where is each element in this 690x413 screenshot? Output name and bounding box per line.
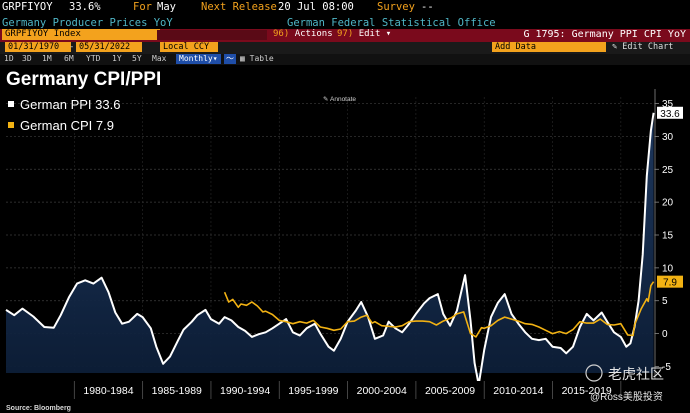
ppi-end-label: 33.6 xyxy=(660,109,680,120)
edit-number: 97) xyxy=(337,29,354,39)
ppi-series-line xyxy=(5,112,655,386)
add-data-field[interactable]: Add Data xyxy=(492,42,606,52)
cpi-end-label-box xyxy=(657,275,683,288)
ppi-end-label-box xyxy=(657,106,683,119)
period-prefix: For xyxy=(133,1,152,13)
x-tick-label: 2005-2009 xyxy=(425,385,475,397)
y-tick-label: 30 xyxy=(662,132,674,143)
range-6m[interactable]: 6M xyxy=(64,54,74,63)
x-tick-label: 2010-2014 xyxy=(493,385,543,397)
actions-number: 96) xyxy=(273,29,290,39)
survey-value: -- xyxy=(421,1,434,13)
header-description-line: Germany Producer Prices YoY German Feder… xyxy=(0,16,690,30)
last-value: 33.6% xyxy=(69,1,101,13)
annotate-label: Annotate xyxy=(330,96,356,103)
line-chart-icon[interactable]: 〜 xyxy=(224,54,236,64)
survey-label: Survey xyxy=(377,1,415,13)
y-axis: -5 0 5 10 15 20 25 30 35 xyxy=(654,89,674,379)
security-description: Germany Producer Prices YoY xyxy=(2,17,173,29)
y-tick-label: 0 xyxy=(662,329,668,340)
edit-menu-button[interactable]: 97) Edit ▾ xyxy=(334,29,395,40)
x-axis-band xyxy=(0,381,690,399)
period-value: May xyxy=(157,1,176,13)
legend-swatch-ppi xyxy=(8,101,14,107)
chevron-down-icon: ▾ xyxy=(385,29,392,39)
y-tick-label: -5 xyxy=(662,362,671,373)
x-tick-label: 1990-1994 xyxy=(220,385,270,397)
end-value-labels: 33.6 7.9 xyxy=(657,106,683,289)
command-bar: GRPFIYOY Index 96) Actions ▾ 97) Edit ▾ … xyxy=(0,29,690,42)
edit-label: Edit xyxy=(358,29,381,39)
next-release-label: Next Release xyxy=(201,1,277,13)
range-bar: 1D 3D 1M 6M YTD 1Y 5Y Max Monthly▾ 〜 ▦ T… xyxy=(0,54,690,65)
y-tick-label: 5 xyxy=(662,296,668,307)
range-1y[interactable]: 1Y xyxy=(112,54,122,63)
range-5y[interactable]: 5Y xyxy=(132,54,142,63)
currency-select[interactable]: Local CCY xyxy=(160,42,218,52)
cpi-series-line xyxy=(223,281,655,338)
y-tick-label: 20 xyxy=(662,198,674,209)
pencil-icon: ✎ xyxy=(612,42,618,52)
legend-entry-ppi: German PPI 33.6 xyxy=(20,97,120,112)
actions-label: Actions xyxy=(294,29,333,39)
chart-panel: Germany CPI/PPI ✎ Annotate -505101520253… xyxy=(0,65,690,413)
range-1m[interactable]: 1M xyxy=(42,54,52,63)
annotate-button[interactable]: ✎ Annotate xyxy=(323,96,356,103)
y-tick-label: 25 xyxy=(662,165,674,176)
range-3d[interactable]: 3D xyxy=(22,54,32,63)
watermark-handle: @Ross美股投资 xyxy=(590,390,663,403)
legend-swatch-cpi xyxy=(8,122,14,128)
y-tick-label: 15 xyxy=(662,231,674,242)
range-ytd[interactable]: YTD xyxy=(86,54,101,63)
pencil-icon: ✎ xyxy=(323,96,328,103)
x-tick-label: 1995-1999 xyxy=(288,385,338,397)
y-tick-label: 35 xyxy=(662,99,674,110)
start-date-field[interactable]: 01/31/1970 xyxy=(5,42,71,52)
legend-entry-cpi: German CPI 7.9 xyxy=(20,118,114,133)
x-tick-label: 2000-2004 xyxy=(357,385,407,397)
series-lines xyxy=(5,112,655,386)
cpi-end-label: 7.9 xyxy=(663,278,677,289)
command-input[interactable] xyxy=(157,30,267,40)
ticker[interactable]: GRPFIYOY xyxy=(2,1,53,13)
watermark-text: 老虎社区 xyxy=(608,366,664,382)
next-release-value: 20 Jul 08:00 xyxy=(278,1,354,13)
table-icon: ▦ xyxy=(240,54,245,63)
frequency-label: Monthly xyxy=(179,54,213,63)
security-field[interactable]: GRPFIYOY Index xyxy=(2,29,160,40)
x-tick-label: 2015-2019 xyxy=(562,385,612,397)
x-axis: 1980-1984 1985-1989 1990-1994 1995-1999 2000… xyxy=(0,381,690,399)
table-label: Table xyxy=(249,54,274,63)
chevron-down-icon: ▾ xyxy=(212,54,218,63)
source-note: Source: Bloomberg xyxy=(6,405,71,412)
data-source: German Federal Statistical Office xyxy=(287,17,496,29)
legend: German PPI 33.6 German CPI 7.9 xyxy=(8,97,120,133)
table-toggle[interactable]: ▦ Table xyxy=(240,54,274,63)
date-bar: 01/31/1970 - 05/31/2022 Local CCY Add Da… xyxy=(0,42,690,54)
header-quote-line: GRPFIYOY 33.6% For May Next Release 20 J… xyxy=(0,0,690,16)
range-1d[interactable]: 1D xyxy=(4,54,14,63)
chart-title: Germany CPI/PPI xyxy=(6,69,161,90)
function-title: G 1795: Germany PPI CPI YoY xyxy=(523,29,686,40)
frequency-select[interactable]: Monthly▾ xyxy=(176,54,221,64)
edit-chart-button[interactable]: ✎ Edit Chart xyxy=(612,42,673,52)
range-max[interactable]: Max xyxy=(152,54,167,63)
end-date-field[interactable]: 05/31/2022 xyxy=(76,42,142,52)
x-tick-label: 1985-1989 xyxy=(152,385,202,397)
x-tick-label: 1980-1984 xyxy=(83,385,133,397)
edit-chart-label: Edit Chart xyxy=(622,42,674,52)
y-tick-label: 10 xyxy=(662,263,674,274)
watermark: 老虎社区 @Ross美股投资 xyxy=(585,364,664,403)
tiger-logo-icon xyxy=(585,364,603,382)
